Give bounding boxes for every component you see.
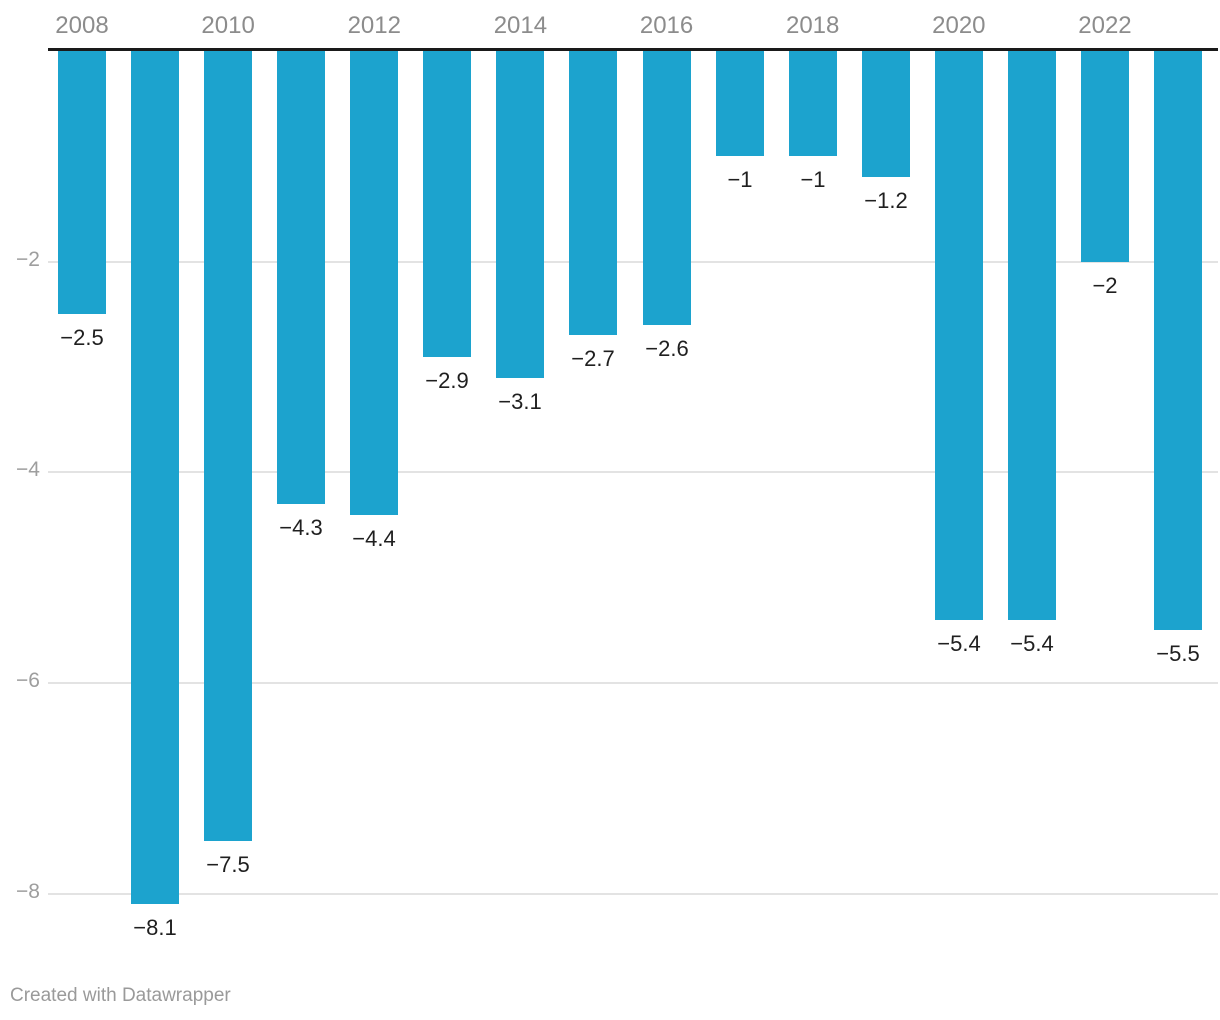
- y-tick-label: −6: [16, 669, 40, 693]
- datawrapper-credit-link[interactable]: Created with Datawrapper: [10, 985, 231, 1006]
- bar-value-label: −1: [800, 167, 826, 192]
- x-tick-label: 2022: [1078, 12, 1132, 39]
- y-tick-label: −2: [16, 247, 40, 271]
- bar-value-label: −1.2: [864, 188, 908, 213]
- bar: [789, 51, 837, 156]
- bar: [277, 51, 325, 504]
- bar: [350, 51, 398, 515]
- gridline: [48, 471, 1218, 474]
- gridline: [48, 260, 1218, 263]
- bar: [716, 51, 764, 156]
- x-tick-label: 2018: [785, 12, 840, 39]
- bar: [1081, 51, 1129, 262]
- bar-value-label: −2.7: [571, 346, 615, 371]
- bar: [643, 51, 691, 325]
- bar-value-label: −2.9: [425, 368, 469, 393]
- bar: [204, 51, 252, 841]
- bar: [131, 51, 179, 904]
- bar-value-label: −1: [727, 167, 753, 192]
- x-tick-label: 2016: [639, 12, 694, 39]
- bar-value-label: −2.6: [645, 336, 689, 361]
- bar-value-label: −5.5: [1156, 641, 1200, 666]
- bar-value-label: −3.1: [498, 389, 542, 414]
- bar-value-label: −4.4: [352, 526, 396, 551]
- gridline: [48, 682, 1218, 685]
- bar-value-label: −7.5: [206, 852, 250, 877]
- bar: [423, 51, 471, 357]
- x-axis-line: [48, 48, 1218, 51]
- x-tick-label: 2010: [201, 12, 255, 39]
- bar: [1008, 51, 1056, 620]
- bar-value-label: −4.3: [279, 515, 323, 540]
- bar-value-label: −8.1: [133, 915, 177, 940]
- bar: [935, 51, 983, 620]
- bar: [569, 51, 617, 335]
- plot-area: −2 −4 −6 −8 −2.5 −8.1 −7.5 −4.3 −4.4 −2.9 −3.1 −2.7…: [16, 12, 1218, 940]
- y-tick-label: −8: [16, 879, 40, 903]
- bar: [1154, 51, 1202, 630]
- bar-value-label: −5.4: [937, 631, 981, 656]
- y-tick-label: −4: [16, 458, 40, 482]
- bar: [496, 51, 544, 378]
- x-tick-label: 2008: [55, 12, 109, 39]
- bar-value-label: −2: [1092, 273, 1118, 298]
- x-tick-label: 2014: [493, 12, 548, 39]
- x-tick-label: 2020: [932, 12, 986, 39]
- x-tick-label: 2012: [347, 12, 401, 39]
- bar-value-label: −5.4: [1010, 631, 1054, 656]
- gridline: [48, 892, 1218, 895]
- bar: [58, 51, 106, 314]
- bar: [862, 51, 910, 177]
- bar-value-label: −2.5: [60, 325, 104, 350]
